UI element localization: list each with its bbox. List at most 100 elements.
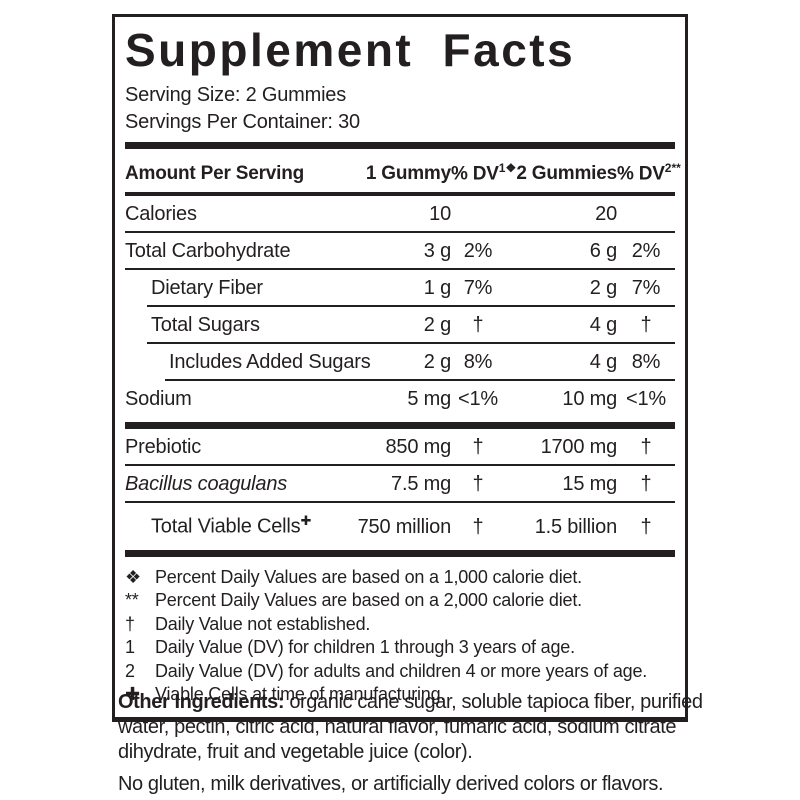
row-amount-2: 4 g (589, 350, 617, 373)
row-label: Calories (125, 202, 197, 225)
row-amount-1: 2 g (423, 313, 451, 336)
row-label: Dietary Fiber (151, 276, 263, 299)
row-amount-2: 10 mg (562, 387, 617, 410)
row-label: Total Sugars (151, 313, 260, 336)
row-amount-1: 10 (429, 202, 451, 225)
footnote-symbol: 2 (125, 660, 135, 681)
row-includes-added-sugars: Includes Added Sugars 2 g 8% 4 g 8% (125, 344, 675, 379)
divider-hairline (125, 500, 675, 503)
row-total-sugars: Total Sugars 2 g † 4 g † (125, 307, 675, 342)
row-label: Prebiotic (125, 435, 202, 458)
footnote-text: Percent Daily Values are based on a 1,00… (155, 566, 582, 587)
row-label: Includes Added Sugars (169, 350, 371, 373)
row-dietary-fiber: Dietary Fiber 1 g 7% 2 g 7% (125, 270, 675, 305)
divider-thick-top (125, 141, 675, 149)
divider-hairline (125, 230, 675, 233)
header-2-gummies: 2 Gummies (516, 162, 617, 184)
footnote-text: Percent Daily Values are based on a 2,00… (155, 590, 582, 611)
row-bacillus-coagulans: Bacillus coagulans 7.5 mg † 15 mg † (125, 466, 675, 501)
footnote-dv2: 2 Daily Value (DV) for adults and childr… (125, 660, 675, 684)
row-label: Total Viable Cells✚ (125, 510, 351, 538)
row-dv-1: 2% (463, 239, 493, 262)
row-dv-1: 8% (463, 350, 493, 373)
header-dv1: % DV1❖ (451, 157, 516, 185)
divider-thick-mid (125, 421, 675, 429)
header-dv1-superscript: 1❖ (498, 160, 517, 175)
header-dv2-superscript: 2** (664, 160, 681, 175)
row-sodium: Sodium 5 mg <1% 10 mg <1% (125, 381, 675, 416)
row-dv-2: 2% (631, 239, 661, 262)
other-ingredients: Other Ingredients: organic cane sugar, s… (118, 690, 742, 765)
row-amount-1: 850 mg (385, 435, 451, 458)
row-amount-2: 4 g (589, 313, 617, 336)
servings-per-container: Servings Per Container: 30 (125, 110, 360, 133)
below-panel-text: Other Ingredients: organic cane sugar, s… (118, 690, 742, 797)
row-amount-2: 20 (595, 202, 617, 225)
header-dv2: % DV2** (617, 157, 681, 185)
footnote-text: Daily Value (DV) for children 1 through … (155, 637, 575, 658)
row-label-text: Total Viable Cells (151, 515, 301, 538)
header-1-gummy: 1 Gummy (365, 162, 451, 184)
row-label: Total Carbohydrate (125, 239, 291, 262)
footnote-text: Viable Cells at time of manufacturing. (155, 684, 446, 705)
row-dv-1: † (472, 313, 484, 336)
divider-hairline (147, 304, 675, 307)
header-dv1-base: % DV (451, 162, 499, 184)
row-amount-1: 5 mg (407, 387, 451, 410)
row-dv-2: † (640, 313, 652, 336)
panel-title: Supplement Facts (125, 24, 576, 76)
row-prebiotic: Prebiotic 850 mg † 1700 mg † (125, 429, 675, 464)
footnotes: ❖ Percent Daily Values are based on a 1,… (125, 566, 675, 707)
row-amount-1: 7.5 mg (391, 472, 451, 495)
row-amount-1: 1 g (423, 276, 451, 299)
header-dv2-base: % DV (617, 162, 665, 184)
footnote-symbol: 1 (125, 637, 135, 658)
row-dv-1: <1% (458, 387, 498, 410)
supplement-facts-panel: Supplement Facts Serving Size: 2 Gummies… (112, 14, 688, 722)
row-amount-2: 2 g (589, 276, 617, 299)
footnote-symbol: ✚ (125, 684, 140, 705)
footnote-double-asterisk: ** Percent Daily Values are based on a 2… (125, 589, 675, 613)
row-total-viable-cells: Total Viable Cells✚ 750 million † 1.5 bi… (125, 503, 675, 544)
row-amount-1: 2 g (423, 350, 451, 373)
allergen-statement: No gluten, milk derivatives, or artifici… (118, 773, 664, 795)
row-dv-2: † (640, 435, 652, 458)
footnote-dv1: 1 Daily Value (DV) for children 1 throug… (125, 636, 675, 660)
row-amount-2: 15 mg (562, 472, 617, 495)
row-amount-2: 1.5 billion (534, 515, 618, 538)
other-ingredients-text: organic cane sugar, soluble tapioca fibe… (118, 691, 703, 763)
footnote-viable-cells: ✚ Viable Cells at time of manufacturing. (125, 683, 675, 707)
divider-header (125, 191, 675, 196)
row-dv-2: 7% (631, 276, 661, 299)
row-amount-1: 3 g (423, 239, 451, 262)
row-amount-2: 1700 mg (540, 435, 618, 458)
row-dv-1: 7% (463, 276, 493, 299)
footnote-symbol: † (125, 613, 135, 634)
footnote-text: Daily Value (DV) for adults and children… (155, 660, 648, 681)
row-label: Bacillus coagulans (125, 472, 288, 495)
row-amount-1: 750 million (357, 515, 452, 538)
header-amount-per-serving: Amount Per Serving (125, 162, 305, 184)
footnote-text: Daily Value not established. (155, 613, 371, 634)
divider-hairline (147, 341, 675, 344)
footnote-symbol: ** (125, 590, 139, 611)
row-dv-2: † (640, 472, 652, 495)
row-amount-2: 6 g (589, 239, 617, 262)
divider-hairline (125, 267, 675, 270)
footnote-symbol: ❖ (125, 566, 141, 587)
row-dv-2: <1% (626, 387, 666, 410)
row-dv-2: † (640, 515, 652, 538)
other-ingredients-label: Other Ingredients: (118, 691, 285, 713)
serving-size: Serving Size: 2 Gummies (125, 83, 347, 106)
divider-hairline (125, 463, 675, 466)
row-total-carbohydrate: Total Carbohydrate 3 g 2% 6 g 2% (125, 233, 675, 268)
viable-cells-symbol: ✚ (300, 512, 312, 528)
row-dv-1: † (472, 435, 484, 458)
footnote-diamond: ❖ Percent Daily Values are based on a 1,… (125, 566, 675, 590)
table-header-row: Amount Per Serving 1 Gummy % DV1❖ 2 Gumm… (125, 149, 681, 192)
divider-thick-bottom (125, 549, 675, 557)
footnote-dagger: † Daily Value not established. (125, 613, 675, 637)
row-dv-1: † (472, 472, 484, 495)
divider-hairline (165, 378, 675, 381)
row-dv-1: † (472, 515, 484, 538)
